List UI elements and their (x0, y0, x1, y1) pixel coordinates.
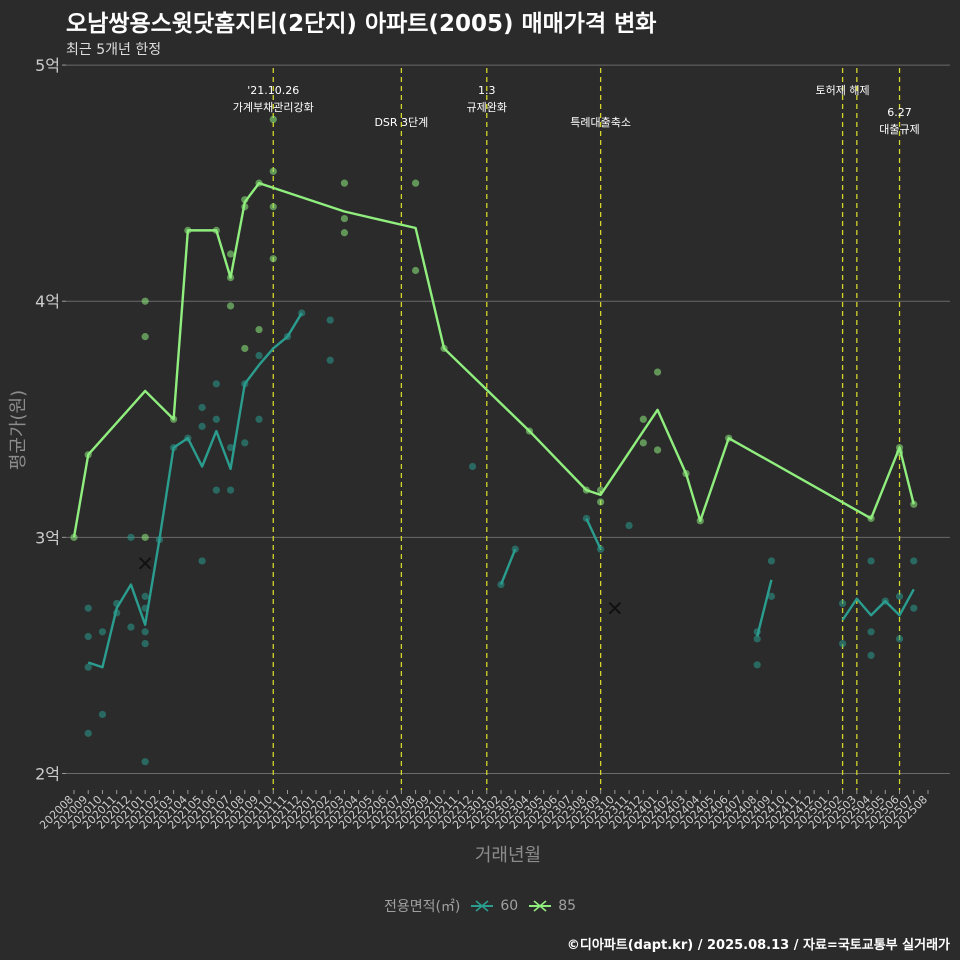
policy-event-label: 토허제 해제 (816, 83, 870, 97)
data-point-60 (141, 628, 149, 636)
data-point-60 (468, 462, 477, 471)
data-point-60 (753, 635, 761, 643)
data-point-60 (198, 557, 206, 565)
data-point-60 (198, 403, 206, 412)
data-point-60 (625, 521, 633, 530)
data-point-60 (141, 592, 149, 600)
policy-event-label: 특례대출축소 (570, 116, 631, 129)
data-point-60 (84, 604, 92, 612)
average-line-60 (585, 517, 602, 550)
data-point-60 (753, 661, 761, 669)
data-point-85 (639, 415, 647, 423)
data-point-60 (98, 710, 107, 719)
legend-key-85-icon (529, 900, 552, 912)
average-line-85 (72, 181, 915, 538)
data-point-60 (255, 415, 263, 423)
data-point-60 (255, 351, 263, 360)
data-point-60 (141, 640, 149, 648)
data-point-60 (910, 557, 918, 565)
average-line-60 (87, 312, 303, 669)
legend-item-85: 85 (528, 898, 576, 914)
y-tick-label: 5억 (35, 56, 60, 75)
data-point-60 (867, 628, 875, 636)
policy-event-label: 가계부채관리강화 (233, 101, 314, 114)
data-point-60 (84, 663, 92, 671)
policy-event-label: 대출규제 (879, 123, 919, 136)
data-point-85 (226, 302, 235, 310)
data-point-60 (127, 623, 135, 631)
average-line-60 (499, 548, 517, 586)
data-point-85 (910, 500, 918, 508)
data-point-60 (326, 356, 334, 364)
data-point-60 (767, 557, 776, 565)
y-axis-title: 평균가(원) (8, 390, 29, 470)
data-point-60 (198, 422, 206, 430)
data-point-60 (212, 486, 220, 494)
data-point-60 (84, 729, 92, 737)
data-point-60 (141, 758, 149, 766)
legend: 전용면적(㎡) 60 85 (0, 896, 960, 916)
data-point-60 (241, 439, 249, 447)
data-point-60 (326, 316, 334, 324)
data-point-60 (226, 444, 235, 452)
data-point-60 (767, 592, 776, 600)
data-point-60 (127, 533, 135, 541)
data-point-60 (84, 632, 92, 641)
y-tick-label: 4억 (35, 292, 60, 311)
data-point-60 (226, 486, 235, 494)
data-point-85 (639, 439, 647, 447)
data-point-85 (269, 255, 277, 263)
data-point-85 (269, 115, 277, 123)
cancel-mark-60 (608, 601, 622, 615)
data-point-85 (141, 297, 149, 305)
data-point-60 (867, 557, 875, 565)
data-point-85 (653, 368, 662, 376)
data-point-85 (653, 446, 662, 454)
data-point-85 (412, 179, 420, 187)
data-point-60 (867, 651, 875, 660)
policy-event-label: 1.3 (478, 84, 496, 97)
data-point-60 (910, 604, 918, 612)
chart-title: 오남쌍용스윗닷홈지티(2단지) 아파트(2005) 매매가격 변화 (66, 11, 657, 37)
data-point-60 (895, 635, 904, 643)
source-caption: ©디아파트(dapt.kr) / 2025.08.13 / 자료=국토교통부 실… (566, 938, 950, 953)
average-line-60 (841, 588, 915, 621)
policy-event-label: 규제완화 (467, 101, 507, 114)
data-point-85 (255, 325, 263, 334)
average-line-60 (756, 579, 773, 637)
data-point-85 (597, 498, 605, 506)
legend-label-60: 60 (500, 898, 519, 914)
data-point-85 (340, 179, 349, 187)
data-point-85 (226, 250, 235, 258)
data-point-85 (141, 533, 149, 541)
x-axis-title: 거래년월 (475, 845, 541, 866)
legend-label-85: 85 (558, 898, 577, 914)
data-point-60 (895, 592, 904, 600)
legend-title: 전용면적(㎡) (383, 899, 461, 915)
policy-event-label: 6.27 (887, 106, 912, 119)
y-tick-label: 3억 (35, 528, 60, 547)
legend-item-60: 60 (470, 898, 518, 914)
policy-event-label: '21.10.26 (247, 84, 299, 97)
data-point-85 (340, 229, 349, 237)
data-point-85 (269, 203, 277, 211)
cancel-mark-60 (138, 557, 152, 570)
data-point-85 (269, 167, 277, 175)
legend-key-60-icon (471, 900, 494, 912)
y-tick-label: 2억 (35, 764, 60, 783)
data-point-60 (839, 599, 847, 608)
data-point-60 (212, 380, 220, 388)
policy-event-label: DSR 3단계 (374, 116, 428, 129)
chart-subtitle: 최근 5개년 한정 (66, 42, 162, 58)
data-point-60 (839, 640, 847, 648)
data-point-85 (340, 214, 349, 223)
data-point-85 (141, 333, 149, 341)
data-point-85 (241, 344, 249, 353)
data-point-85 (412, 266, 420, 275)
data-point-60 (212, 415, 220, 423)
data-point-60 (98, 628, 107, 636)
